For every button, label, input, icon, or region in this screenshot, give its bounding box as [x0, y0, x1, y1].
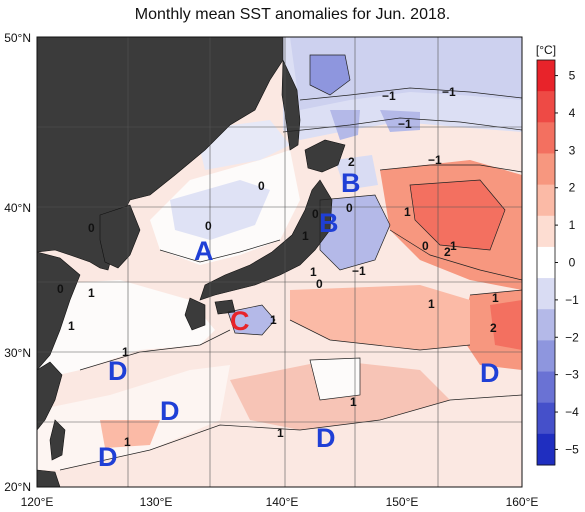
- region-letter-d: D: [98, 442, 118, 472]
- colorbar-tick-label: −5: [565, 442, 579, 456]
- contour-lines: [59, 54, 522, 471]
- colorbar-tick-label: 1: [569, 218, 576, 232]
- contour-label: 0: [422, 239, 429, 253]
- contour-label: 1: [404, 205, 411, 219]
- lon-label: 120°E: [21, 495, 54, 509]
- anomaly-field: [37, 37, 522, 470]
- contour-label: −1: [382, 89, 396, 103]
- colorbar-tick-label: 3: [569, 143, 576, 157]
- region-letter-d: D: [160, 396, 180, 426]
- colorbar-tick-label: 4: [569, 106, 576, 120]
- contour-label: 0: [258, 179, 265, 193]
- contour-label: −1: [352, 264, 366, 278]
- lat-label: 30°N: [4, 346, 31, 360]
- colorbar-tick-label: 2: [569, 181, 576, 195]
- colorbar-swatch: [537, 433, 555, 466]
- colorbar-tick-label: −3: [565, 368, 579, 382]
- colorbar-swatch: [537, 153, 555, 186]
- colorbar-swatch: [537, 60, 555, 92]
- lat-label: 50°N: [4, 31, 31, 45]
- contour-label: 1: [310, 265, 317, 279]
- contour-label: 0: [312, 207, 319, 221]
- contour-label: 2: [444, 245, 451, 259]
- contour-label: 1: [277, 426, 284, 440]
- graticule: [37, 37, 522, 487]
- longitude-labels: 120°E 130°E 140°E 150°E 160°E: [21, 495, 539, 509]
- contour-label: 1: [88, 286, 95, 300]
- contour-label: 1: [124, 435, 131, 449]
- lat-label: 40°N: [4, 201, 31, 215]
- lon-label: 150°E: [386, 495, 419, 509]
- contour-label: 1: [122, 345, 129, 359]
- lon-label: 160°E: [506, 495, 539, 509]
- colorbar-swatch: [537, 215, 555, 248]
- contour-label: 0: [88, 221, 95, 235]
- contour-label: 1: [492, 291, 499, 305]
- region-letter-c: C: [230, 306, 250, 336]
- contour-label: 1: [450, 239, 457, 253]
- map-frame: [36, 36, 523, 488]
- contour-value-labels: −1 −1 −1 −1 −1 2 0 0 0 0 0 1 1 2 0 1 0 0…: [57, 85, 499, 449]
- colorbar-tick-label: −4: [565, 405, 579, 419]
- contour-label: 1: [68, 319, 75, 333]
- colorbar-swatch: [537, 184, 555, 217]
- region-letter-d: D: [480, 358, 500, 388]
- contour-label: 1: [270, 313, 277, 327]
- contour-label: −1: [442, 85, 456, 99]
- colorbar-swatch: [537, 91, 555, 123]
- colorbar: [°C] 5 4 3 2 1 0 −1 −2 −3 −4 −5: [536, 43, 579, 466]
- map-title: Monthly mean SST anomalies for Jun. 2018…: [134, 6, 451, 23]
- colorbar-boxes: [537, 60, 555, 466]
- lat-label: 20°N: [4, 480, 31, 494]
- colorbar-unit: [°C]: [536, 43, 556, 57]
- colorbar-tick-label: 5: [569, 69, 576, 83]
- contour-label: 0: [57, 282, 64, 296]
- colorbar-ticks: 5 4 3 2 1 0 −1 −2 −3 −4 −5: [555, 69, 579, 456]
- region-letters: A B B C D D D D D: [98, 168, 500, 472]
- region-letter-d: D: [108, 356, 128, 386]
- contour-label: −1: [398, 117, 412, 131]
- colorbar-swatch: [537, 246, 555, 279]
- region-letter-b: B: [341, 168, 361, 198]
- colorbar-swatch: [537, 278, 555, 310]
- contour-label: −1: [428, 153, 442, 167]
- colorbar-tick-label: 0: [569, 256, 576, 270]
- land-masses: [36, 36, 346, 488]
- colorbar-swatch: [537, 309, 555, 341]
- contour-label: 1: [350, 395, 357, 409]
- region-letter-a: A: [194, 236, 214, 266]
- lon-label: 130°E: [140, 495, 173, 509]
- contour-label: 0: [205, 219, 212, 233]
- region-letter-d: D: [316, 423, 336, 453]
- colorbar-tick-label: −2: [565, 330, 579, 344]
- contour-label: 0: [346, 201, 353, 215]
- contour-label: 1: [302, 229, 309, 243]
- contour-label: 2: [348, 155, 355, 169]
- contour-label: 0: [316, 277, 323, 291]
- colorbar-swatch: [537, 122, 555, 154]
- region-letter-b: B: [319, 208, 339, 238]
- colorbar-tick-label: −1: [565, 293, 579, 307]
- lon-label: 140°E: [266, 495, 299, 509]
- contour-label: 1: [428, 297, 435, 311]
- colorbar-swatch: [537, 340, 555, 373]
- colorbar-swatch: [537, 371, 555, 404]
- latitude-labels: 50°N 40°N 30°N 20°N: [4, 31, 31, 494]
- contour-label: 2: [490, 321, 497, 335]
- colorbar-swatch: [537, 402, 555, 435]
